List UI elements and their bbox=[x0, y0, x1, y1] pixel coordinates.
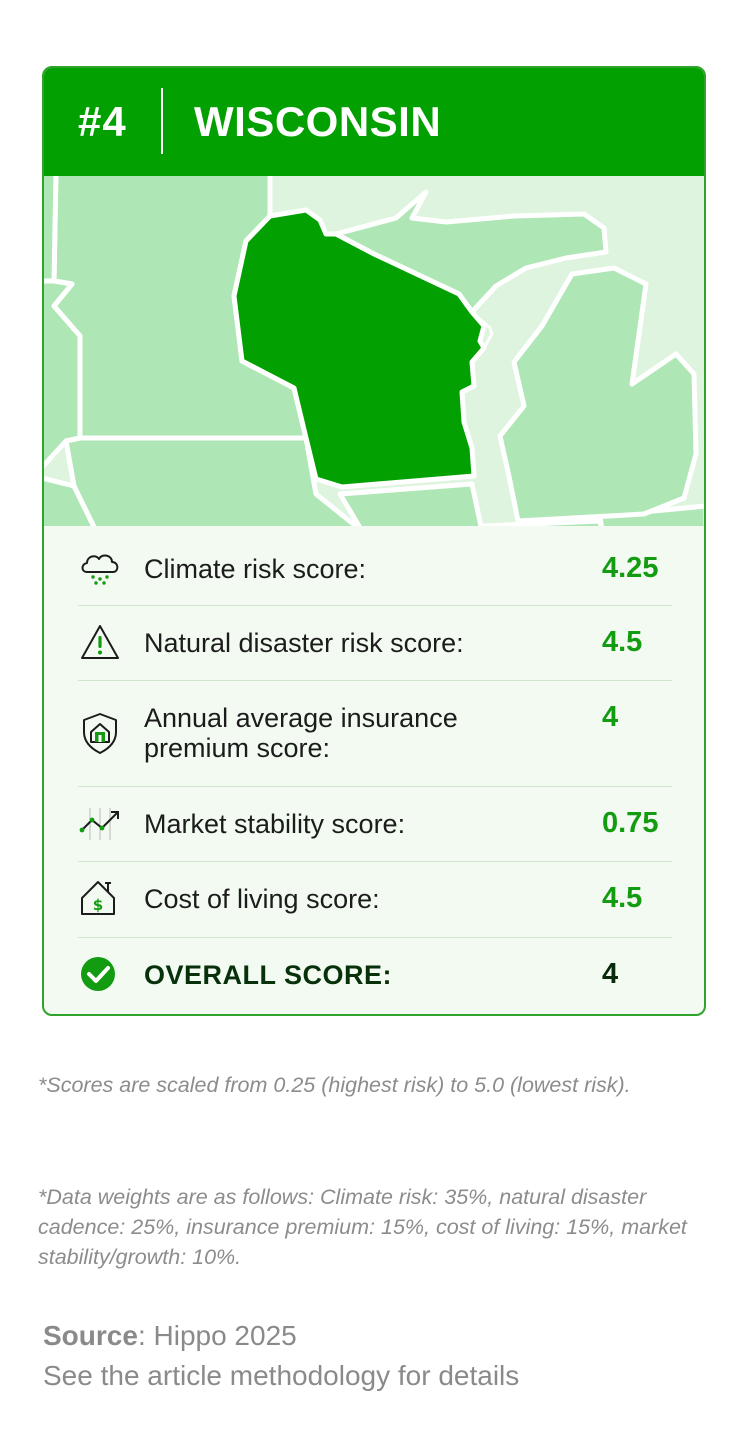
weights-footnote: *Data weights are as follows: Climate ri… bbox=[38, 1185, 687, 1269]
rank-label: #4 bbox=[78, 98, 127, 145]
trend-chart-icon bbox=[79, 808, 119, 840]
check-circle-icon bbox=[81, 957, 115, 991]
score-label-natural-disaster: Natural disaster risk score: bbox=[144, 628, 464, 658]
score-value-cost-of-living: 4.5 bbox=[602, 882, 643, 914]
score-value-climate: 4.25 bbox=[602, 552, 659, 584]
overall-score-label: OVERALL SCORE: bbox=[144, 960, 393, 990]
score-label-market-stability: Market stability score: bbox=[144, 809, 406, 839]
score-label-insurance-premium: Annual average insurance premium score: bbox=[144, 703, 458, 763]
score-row-climate: Climate risk score: 4.25 bbox=[78, 530, 672, 606]
score-list: Climate risk score: 4.25 Natural disaste… bbox=[78, 530, 672, 1014]
svg-text:$: $ bbox=[93, 896, 103, 914]
card-header: #4 WISCONSIN bbox=[44, 68, 704, 176]
score-value-market-stability: 0.75 bbox=[602, 807, 659, 839]
score-row-insurance-premium: Annual average insurance premium score: … bbox=[78, 681, 672, 787]
header-divider bbox=[161, 88, 163, 154]
house-dollar-icon: $ bbox=[81, 881, 115, 915]
score-row-cost-of-living: $ Cost of living score: 4.5 bbox=[78, 862, 672, 938]
state-name: WISCONSIN bbox=[194, 98, 442, 145]
shield-house-icon bbox=[83, 713, 117, 754]
state-score-card: #4 WISCONSIN bbox=[42, 66, 706, 1016]
source-text: : Hippo 2025 bbox=[137, 1320, 297, 1351]
state-map bbox=[44, 176, 704, 526]
source-label: Source bbox=[43, 1320, 138, 1351]
source-line: Source: Hippo 2025 bbox=[43, 1320, 297, 1352]
score-value-insurance-premium: 4 bbox=[602, 701, 619, 733]
score-value-natural-disaster: 4.5 bbox=[602, 626, 643, 658]
cloud-rain-icon bbox=[81, 554, 119, 585]
score-row-natural-disaster: Natural disaster risk score: 4.5 bbox=[78, 606, 672, 681]
score-row-market-stability: Market stability score: 0.75 bbox=[78, 787, 672, 862]
warning-triangle-icon bbox=[81, 625, 119, 659]
overall-score-value: 4 bbox=[602, 958, 619, 990]
score-row-overall: OVERALL SCORE: 4 bbox=[78, 938, 672, 1014]
scale-footnote: *Scores are scaled from 0.25 (highest ri… bbox=[38, 1073, 631, 1097]
score-label-cost-of-living: Cost of living score: bbox=[144, 884, 380, 914]
methodology-note: See the article methodology for details bbox=[43, 1360, 520, 1391]
score-label-climate: Climate risk score: bbox=[144, 554, 367, 584]
